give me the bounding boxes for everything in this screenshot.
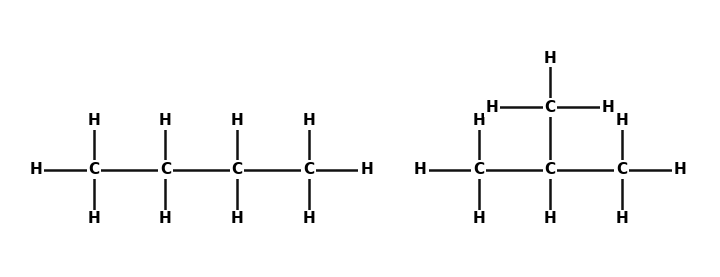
Text: H: H [230,212,243,227]
Text: H: H [88,212,100,227]
Text: H: H [615,113,628,128]
Text: H: H [159,113,172,128]
Text: H: H [485,100,498,115]
Text: H: H [360,162,373,177]
Text: C: C [89,162,99,177]
Text: C: C [544,100,556,115]
Text: H: H [472,212,485,227]
Text: H: H [230,113,243,128]
Text: H: H [302,212,315,227]
Text: H: H [602,100,615,115]
Text: H: H [544,50,557,65]
Text: C: C [231,162,243,177]
Text: C: C [160,162,171,177]
Text: H: H [159,212,172,227]
Text: H: H [544,212,557,227]
Text: C: C [616,162,627,177]
Text: C: C [544,162,556,177]
Text: C: C [473,162,484,177]
Text: C: C [303,162,314,177]
Text: H: H [615,212,628,227]
Text: H: H [30,162,42,177]
Text: H: H [472,113,485,128]
Text: H: H [414,162,427,177]
Text: H: H [88,113,100,128]
Text: H: H [302,113,315,128]
Text: H: H [673,162,686,177]
